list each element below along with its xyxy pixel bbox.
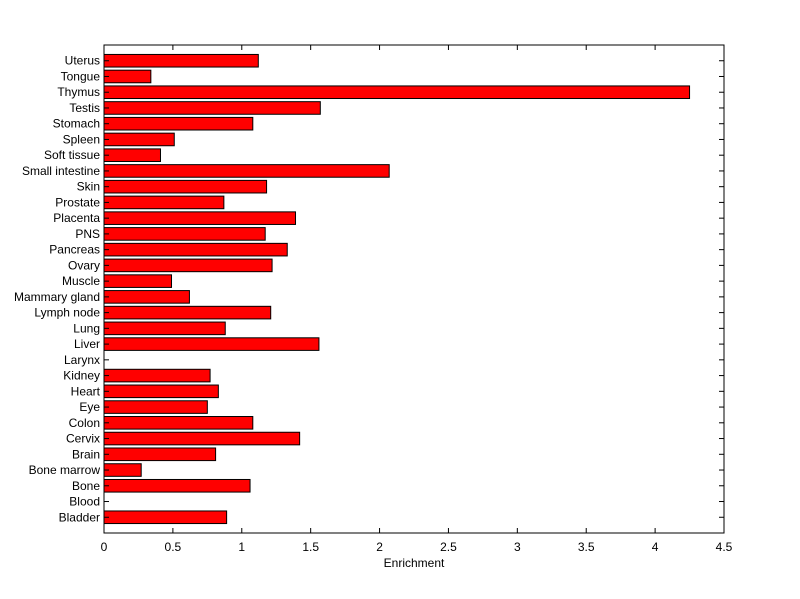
- x-tick-label: 3.5: [578, 540, 595, 554]
- y-tick-label-mammary-gland: Mammary gland: [14, 290, 100, 304]
- y-tick-label-thymus: Thymus: [57, 85, 100, 99]
- y-tick-label-uterus: Uterus: [65, 54, 100, 68]
- bar-lymph-node: [103, 305, 272, 320]
- bar-kidney: [103, 368, 211, 383]
- x-tick-label: 1.5: [302, 540, 319, 554]
- bar-spleen: [103, 132, 175, 147]
- bar-brain: [103, 447, 217, 462]
- y-tick-label-lymph-node: Lymph node: [34, 306, 100, 320]
- y-tick-label-spleen: Spleen: [63, 132, 100, 146]
- y-tick-label-placenta: Placenta: [53, 211, 100, 225]
- y-tick-label-brain: Brain: [72, 447, 100, 461]
- y-tick-label-heart: Heart: [71, 384, 101, 398]
- bar-soft-tissue: [103, 148, 161, 162]
- bar-lung: [103, 321, 226, 336]
- bar-testis: [103, 101, 321, 115]
- x-tick-label: 2: [376, 540, 383, 554]
- bar-placenta: [103, 211, 297, 225]
- bar-mammary-gland: [103, 290, 190, 304]
- y-tick-label-tongue: Tongue: [61, 69, 101, 83]
- y-tick-label-bone: Bone: [72, 479, 100, 493]
- y-tick-label-bone-marrow: Bone marrow: [29, 463, 101, 477]
- y-tick-label-pancreas: Pancreas: [49, 243, 100, 257]
- bar-thymus: [103, 85, 691, 100]
- bar-stomach: [103, 116, 254, 131]
- bar-muscle: [103, 274, 173, 288]
- y-tick-label-small-intestine: Small intestine: [22, 164, 100, 178]
- y-tick-label-stomach: Stomach: [53, 117, 100, 131]
- x-tick-label: 2.5: [440, 540, 457, 554]
- bar-small-intestine: [103, 164, 390, 178]
- y-tick-label-skin: Skin: [77, 180, 100, 194]
- x-axis-title: Enrichment: [384, 556, 445, 570]
- bar-bone-marrow: [103, 463, 142, 477]
- x-tick-label: 4: [652, 540, 659, 554]
- bar-heart: [103, 384, 219, 399]
- x-tick-label: 1: [238, 540, 245, 554]
- y-tick-label-cervix: Cervix: [66, 432, 100, 446]
- bar-pns: [103, 227, 266, 241]
- plot-frame: [103, 44, 725, 534]
- bar-bladder: [103, 510, 228, 525]
- y-tick-label-kidney: Kidney: [63, 369, 100, 383]
- bar-prostate: [103, 195, 225, 210]
- bar-pancreas: [103, 242, 288, 257]
- x-tick-label: 3: [514, 540, 521, 554]
- y-tick-label-bladder: Bladder: [59, 510, 100, 524]
- y-tick-label-colon: Colon: [69, 416, 100, 430]
- y-tick-label-eye: Eye: [79, 400, 100, 414]
- bar-tongue: [103, 69, 152, 84]
- bar-liver: [103, 337, 320, 351]
- bar-cervix: [103, 431, 301, 446]
- bar-uterus: [103, 53, 259, 68]
- y-tick-label-muscle: Muscle: [62, 274, 100, 288]
- bar-skin: [103, 179, 268, 194]
- y-tick-label-blood: Blood: [69, 495, 100, 509]
- bar-bone: [103, 478, 251, 493]
- y-tick-label-larynx: Larynx: [64, 353, 100, 367]
- bar-ovary: [103, 258, 273, 273]
- y-tick-label-lung: Lung: [73, 321, 100, 335]
- y-tick-label-testis: Testis: [69, 101, 100, 115]
- x-tick-label: 0: [101, 540, 108, 554]
- y-tick-label-liver: Liver: [74, 337, 100, 351]
- y-tick-label-pns: PNS: [75, 227, 100, 241]
- y-tick-label-ovary: Ovary: [68, 258, 100, 272]
- bar-colon: [103, 416, 254, 430]
- x-tick-label: 0.5: [165, 540, 182, 554]
- x-tick-label: 4.5: [716, 540, 733, 554]
- y-tick-label-soft-tissue: Soft tissue: [44, 148, 100, 162]
- y-tick-label-prostate: Prostate: [55, 195, 100, 209]
- bar-eye: [103, 400, 208, 414]
